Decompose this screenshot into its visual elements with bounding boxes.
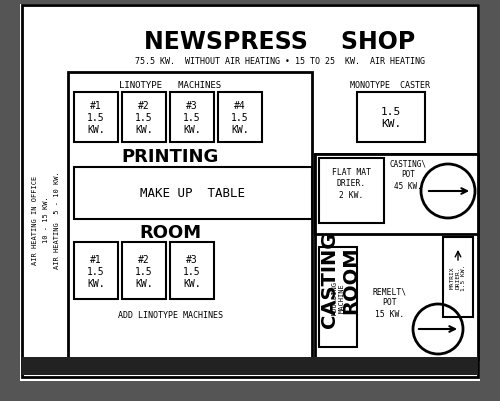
- Text: #2
1.5
KW.: #2 1.5 KW.: [135, 255, 153, 288]
- Text: #1
1.5
KW.: #1 1.5 KW.: [87, 101, 105, 134]
- Text: LINOTYPE   MACHINES: LINOTYPE MACHINES: [119, 81, 221, 90]
- Bar: [68, 73, 312, 359]
- Text: MATRIX
DRIER.
1.5 KW.: MATRIX DRIER. 1.5 KW.: [450, 264, 466, 290]
- Text: 75.5 KW.  WITHOUT AIR HEATING • 15 TO 25  KW.  AIR HEATING: 75.5 KW. WITHOUT AIR HEATING • 15 TO 25 …: [135, 57, 425, 66]
- Bar: [315, 155, 478, 359]
- Text: MONOTYPE  CASTER: MONOTYPE CASTER: [350, 81, 430, 90]
- Text: #3
1.5
KW.: #3 1.5 KW.: [183, 255, 201, 288]
- Bar: [315, 155, 478, 235]
- Bar: [122, 93, 166, 143]
- Bar: [319, 159, 384, 223]
- Text: CASTING
ROOM: CASTING ROOM: [320, 231, 360, 327]
- Text: AIR HEATING IN OFFICE: AIR HEATING IN OFFICE: [32, 175, 38, 264]
- Text: 1.5
KW.: 1.5 KW.: [381, 107, 401, 129]
- Text: MAKE UP  TABLE: MAKE UP TABLE: [140, 187, 246, 200]
- Bar: [443, 237, 473, 317]
- Text: #2
1.5
KW.: #2 1.5 KW.: [135, 101, 153, 134]
- Bar: [74, 242, 118, 299]
- Text: PRINTING: PRINTING: [122, 148, 218, 166]
- Bar: [170, 93, 214, 143]
- Bar: [74, 93, 118, 143]
- Text: ROOM: ROOM: [139, 223, 201, 241]
- Bar: [170, 242, 214, 299]
- Text: AIR HEATING  5 - 10 KW.: AIR HEATING 5 - 10 KW.: [54, 171, 60, 268]
- Text: MOULDING
MACHINE: MOULDING MACHINE: [332, 280, 344, 314]
- Text: REMELT\
POT
15 KW.: REMELT\ POT 15 KW.: [373, 287, 407, 318]
- Text: FLAT MAT
DRIER.
2 KW.: FLAT MAT DRIER. 2 KW.: [332, 168, 370, 199]
- Text: 10 - 15 KW.: 10 - 15 KW.: [43, 196, 49, 243]
- Text: #3
1.5
KW.: #3 1.5 KW.: [183, 101, 201, 134]
- Bar: [319, 247, 357, 347]
- Bar: [218, 93, 262, 143]
- Text: #4
1.5
KW.: #4 1.5 KW.: [231, 101, 249, 134]
- Bar: [357, 93, 425, 143]
- Text: ADD LINOTYPE MACHINES: ADD LINOTYPE MACHINES: [118, 311, 222, 320]
- Bar: [74, 168, 312, 219]
- Bar: [122, 242, 166, 299]
- Text: CASTING\
POT
45 KW.: CASTING\ POT 45 KW.: [390, 159, 426, 190]
- Text: NEWSPRESS    SHOP: NEWSPRESS SHOP: [144, 30, 416, 54]
- Bar: [22, 357, 478, 375]
- Text: #1
1.5
KW.: #1 1.5 KW.: [87, 255, 105, 288]
